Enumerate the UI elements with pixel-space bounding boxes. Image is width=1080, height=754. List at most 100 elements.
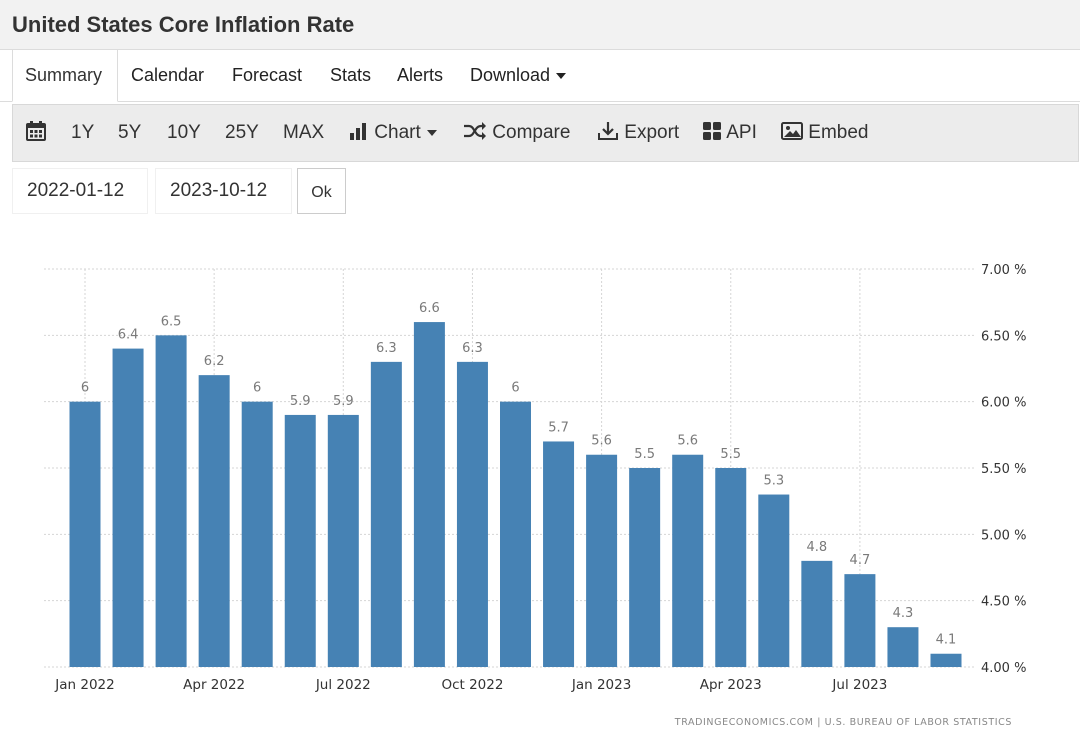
chart-toolbar: 1Y 5Y 10Y 25Y MAX Chart Compare Export A… bbox=[12, 104, 1079, 162]
tab-forecast[interactable]: Forecast bbox=[232, 65, 303, 85]
tab-stats[interactable]: Stats bbox=[330, 65, 372, 85]
x-tick-label: Apr 2022 bbox=[183, 677, 245, 693]
range-25y-button[interactable]: 25Y bbox=[225, 122, 259, 143]
data-label: 6.5 bbox=[161, 314, 182, 329]
data-label: 5.6 bbox=[591, 434, 612, 449]
bar-chart: 6 6.4 6.5 6.2 6 5.9 5.9 6.3 6.6 6.3 6 5.7 5.6 5.5 5.6 5… bbox=[44, 263, 1026, 728]
data-label: 5.9 bbox=[333, 394, 354, 409]
bar[interactable] bbox=[887, 627, 919, 667]
export-button[interactable]: Export bbox=[597, 105, 679, 161]
tab-download-label: Download bbox=[470, 65, 551, 85]
compare-label: Compare bbox=[492, 122, 571, 143]
source-attribution: TRADINGECONOMICS.COM | U.S. BUREAU OF LA… bbox=[674, 717, 1012, 728]
y-tick-label: 6.50 % bbox=[981, 329, 1026, 344]
data-label: 5.9 bbox=[290, 394, 311, 409]
tab-calendar[interactable]: Calendar bbox=[131, 65, 205, 85]
x-tick-label: Jan 2023 bbox=[571, 677, 631, 693]
grid-icon bbox=[702, 121, 726, 143]
data-label: 5.7 bbox=[548, 420, 569, 435]
range-1y-button[interactable]: 1Y bbox=[71, 122, 95, 143]
bar[interactable] bbox=[844, 574, 876, 667]
api-button[interactable]: API bbox=[702, 105, 757, 161]
bar[interactable] bbox=[715, 468, 747, 667]
data-label: 5.5 bbox=[720, 447, 741, 462]
bar-series bbox=[69, 322, 962, 667]
y-tick-label: 5.00 % bbox=[981, 528, 1026, 543]
y-tick-label: 6.00 % bbox=[981, 396, 1026, 411]
bar[interactable] bbox=[543, 441, 575, 667]
y-tick-label: 4.00 % bbox=[981, 661, 1026, 676]
data-label: 4.3 bbox=[893, 606, 914, 621]
tab-bar: Summary Calendar Forecast Stats Alerts D… bbox=[0, 50, 1080, 102]
x-axis: Jan 2022 Apr 2022 Jul 2022 Oct 2022 Jan 2023… bbox=[54, 677, 887, 693]
y-tick-label: 5.50 % bbox=[981, 462, 1026, 477]
chevron-down-icon bbox=[556, 73, 567, 80]
chevron-down-icon bbox=[426, 129, 437, 136]
bar[interactable] bbox=[241, 401, 273, 667]
data-label: 4.1 bbox=[936, 633, 957, 648]
tab-summary[interactable]: Summary bbox=[12, 50, 118, 102]
data-label: 6.2 bbox=[204, 354, 225, 369]
bar[interactable] bbox=[327, 414, 359, 667]
embed-label: Embed bbox=[808, 122, 869, 143]
bar[interactable] bbox=[930, 653, 962, 667]
x-tick-label: Oct 2022 bbox=[441, 677, 503, 693]
bar[interactable] bbox=[413, 322, 445, 667]
data-label: 6.3 bbox=[462, 341, 483, 356]
bar[interactable] bbox=[155, 335, 187, 667]
shuffle-icon bbox=[463, 121, 492, 143]
data-label: 4.8 bbox=[807, 540, 828, 555]
chart-type-label: Chart bbox=[374, 122, 421, 143]
calendar-icon bbox=[25, 120, 47, 143]
tab-download[interactable]: Download bbox=[458, 50, 578, 102]
data-label: 6.6 bbox=[419, 301, 440, 316]
ok-button[interactable]: Ok bbox=[297, 168, 346, 214]
image-icon bbox=[781, 121, 808, 143]
range-5y-button[interactable]: 5Y bbox=[118, 122, 142, 143]
bar[interactable] bbox=[69, 401, 101, 667]
data-labels: 6 6.4 6.5 6.2 6 5.9 5.9 6.3 6.6 6.3 6 5.7 5.6 5.5 5.6 5… bbox=[81, 301, 956, 648]
x-tick-label: Apr 2023 bbox=[700, 677, 762, 693]
data-label: 6.4 bbox=[118, 328, 139, 343]
y-axis: 7.00 % 6.50 % 6.00 % 5.50 % 5.00 % 4.50 % 4.00… bbox=[981, 263, 1026, 676]
x-tick-label: Jul 2023 bbox=[831, 677, 887, 693]
tab-alerts[interactable]: Alerts bbox=[397, 65, 444, 85]
y-tick-label: 4.50 % bbox=[981, 595, 1026, 610]
bar[interactable] bbox=[456, 361, 488, 667]
data-label: 5.3 bbox=[763, 474, 784, 489]
bar[interactable] bbox=[586, 454, 618, 667]
range-max-button[interactable]: MAX bbox=[283, 122, 325, 143]
title-bar: United States Core Inflation Rate bbox=[0, 0, 1080, 50]
bar[interactable] bbox=[500, 401, 531, 667]
x-tick-label: Jan 2022 bbox=[54, 677, 114, 693]
data-label: 6 bbox=[511, 381, 519, 396]
export-label: Export bbox=[624, 122, 680, 143]
range-10y-button[interactable]: 10Y bbox=[167, 122, 201, 143]
end-date-input[interactable] bbox=[155, 168, 292, 214]
bar[interactable] bbox=[112, 348, 144, 667]
download-icon bbox=[597, 121, 624, 143]
x-tick-label: Jul 2022 bbox=[315, 677, 371, 693]
embed-button[interactable]: Embed bbox=[781, 105, 868, 161]
chart-type-button[interactable]: Chart bbox=[349, 105, 437, 161]
data-label: 6 bbox=[253, 381, 261, 396]
y-tick-label: 7.00 % bbox=[981, 263, 1026, 278]
bar[interactable] bbox=[198, 375, 230, 667]
api-label: API bbox=[726, 122, 757, 143]
data-label: 6 bbox=[81, 381, 89, 396]
data-label: 6.3 bbox=[376, 341, 397, 356]
bar[interactable] bbox=[370, 361, 402, 667]
data-label: 5.5 bbox=[634, 447, 655, 462]
bar[interactable] bbox=[284, 414, 316, 667]
page-title: United States Core Inflation Rate bbox=[12, 12, 355, 37]
bar[interactable] bbox=[672, 454, 704, 667]
bar[interactable] bbox=[758, 494, 790, 667]
bar-chart-icon bbox=[349, 122, 374, 143]
data-label: 4.7 bbox=[850, 553, 871, 568]
data-label: 5.6 bbox=[677, 434, 698, 449]
start-date-input[interactable] bbox=[12, 168, 148, 214]
bar[interactable] bbox=[801, 560, 833, 667]
calendar-button[interactable] bbox=[25, 105, 47, 161]
bar[interactable] bbox=[629, 468, 661, 667]
compare-button[interactable]: Compare bbox=[463, 105, 570, 161]
